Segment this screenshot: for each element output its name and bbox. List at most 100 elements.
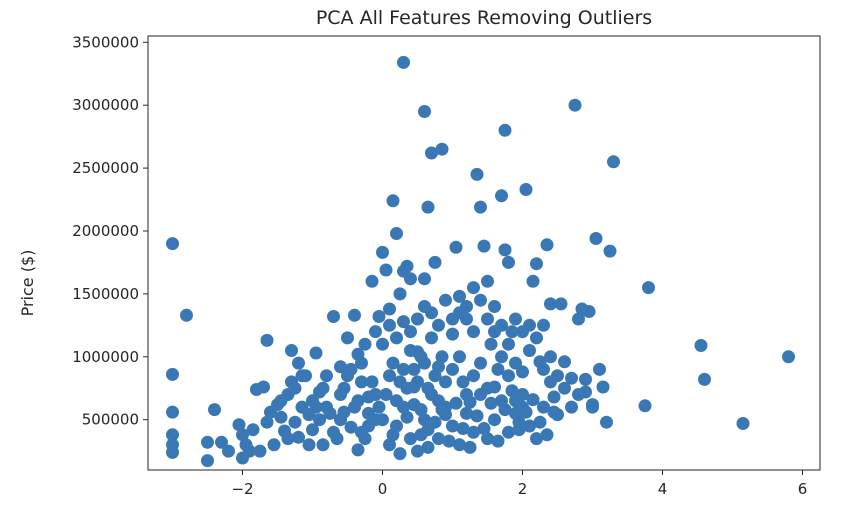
data-point [407, 362, 421, 376]
data-point [502, 369, 515, 383]
data-point [516, 325, 529, 339]
data-point [215, 435, 228, 449]
data-point [253, 444, 267, 458]
data-point [201, 454, 214, 468]
data-point [467, 325, 480, 339]
data-point [435, 142, 449, 156]
data-point [421, 200, 435, 214]
data-point [593, 362, 606, 376]
data-point [530, 257, 543, 271]
y-tick-label: 2000000 [72, 222, 139, 240]
data-point [292, 356, 305, 370]
data-point [603, 244, 617, 258]
data-point [376, 245, 389, 259]
data-point [502, 337, 515, 351]
data-point [460, 388, 473, 401]
data-point [379, 388, 393, 401]
data-point [439, 375, 452, 389]
data-point [736, 417, 750, 430]
data-point [565, 400, 578, 414]
data-point [425, 146, 438, 160]
data-point [166, 428, 179, 442]
data-point [509, 312, 522, 326]
data-point [232, 418, 246, 432]
data-point [698, 372, 711, 386]
data-point [530, 331, 543, 345]
data-point [386, 428, 400, 442]
data-point [516, 388, 529, 401]
data-point [425, 331, 438, 345]
data-point [208, 403, 221, 417]
data-point [477, 239, 491, 253]
data-point [463, 440, 477, 454]
data-point [568, 98, 582, 112]
data-point [334, 413, 347, 427]
data-point [481, 312, 494, 326]
data-point [428, 415, 442, 429]
data-point [166, 445, 179, 459]
data-point [344, 362, 358, 376]
data-point [449, 396, 463, 410]
data-point [236, 451, 249, 465]
data-point [572, 312, 585, 326]
data-point [533, 415, 547, 429]
data-point [180, 308, 193, 322]
data-point [376, 337, 389, 351]
data-point [481, 274, 494, 288]
data-point [495, 318, 508, 332]
data-point [544, 350, 557, 364]
data-point [425, 306, 438, 320]
data-point [404, 432, 417, 446]
data-point [274, 394, 288, 408]
data-point [379, 263, 393, 277]
data-point [547, 390, 561, 404]
data-point [435, 403, 449, 417]
y-tick-label: 500000 [82, 411, 139, 429]
data-point [400, 410, 414, 424]
data-point [544, 297, 557, 311]
data-point [166, 367, 179, 381]
data-point [404, 325, 417, 339]
data-point [498, 243, 512, 257]
data-point [316, 381, 330, 395]
x-tick-label: 2 [518, 480, 528, 498]
x-tick-label: 6 [798, 480, 808, 498]
data-point [274, 410, 288, 424]
data-point [393, 287, 407, 301]
data-point [383, 369, 396, 383]
data-point [523, 344, 536, 357]
data-point [481, 432, 494, 446]
data-point [222, 444, 235, 458]
data-point [236, 428, 249, 442]
data-point [390, 331, 403, 345]
data-point [474, 356, 487, 370]
data-point [295, 369, 309, 383]
data-point [341, 331, 354, 345]
data-point [327, 310, 340, 323]
data-point [369, 388, 382, 401]
data-point [404, 272, 417, 286]
data-point [467, 281, 480, 295]
data-point [488, 300, 501, 313]
data-point [519, 183, 533, 196]
data-point [257, 380, 270, 394]
data-point [348, 308, 361, 322]
data-point [537, 362, 550, 376]
data-point [491, 434, 505, 448]
data-point [397, 315, 410, 329]
data-point [558, 355, 571, 369]
data-point [565, 371, 578, 385]
data-point [166, 405, 179, 419]
data-point [502, 255, 515, 269]
data-point [376, 413, 389, 427]
y-tick-label: 2500000 [72, 159, 139, 177]
data-point [421, 381, 435, 395]
x-tick-label: −2 [231, 480, 253, 498]
data-point [474, 200, 487, 214]
data-point [390, 227, 403, 240]
data-point [491, 362, 505, 376]
data-point [334, 360, 347, 374]
data-point [439, 293, 452, 307]
data-point [446, 362, 459, 376]
data-point [467, 369, 480, 383]
